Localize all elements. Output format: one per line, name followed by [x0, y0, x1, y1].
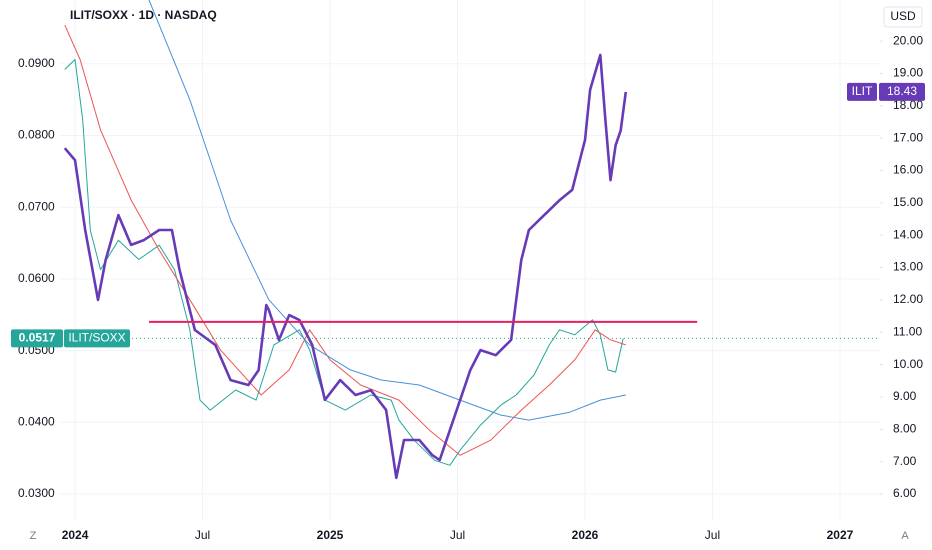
y2-tick-label: 17.00	[893, 130, 923, 144]
y2-tick-label: 12.00	[893, 292, 923, 306]
currency-button[interactable]	[883, 6, 923, 28]
y2-tick-label: 20.00	[893, 33, 923, 47]
price-badge	[847, 82, 877, 101]
series-name: ILIT	[852, 84, 873, 98]
y-tick-label: 0.0400	[18, 414, 55, 428]
price-badge	[64, 329, 130, 348]
y2-tick-label: 13.00	[893, 260, 923, 274]
overlay: 0.03000.04000.05000.06000.07000.08000.09…	[11, 33, 925, 542]
grid	[60, 0, 880, 520]
last-price: 0.0517	[19, 331, 56, 345]
x-tick-label: 2024	[62, 528, 89, 542]
last-price: 18.43	[887, 84, 917, 98]
x-tick-label: 2026	[572, 528, 599, 542]
y2-tick-label: 18.00	[893, 98, 923, 112]
series-line	[63, 53, 628, 480]
y-tick-label: 0.0300	[18, 486, 55, 500]
y2-tick-label: 7.00	[893, 454, 917, 468]
price-badge	[879, 82, 925, 101]
series-line	[64, 59, 624, 466]
x-tick-label: Jul	[195, 528, 210, 542]
x-tick-label: Jul	[450, 528, 465, 542]
series-name: ILIT/SOXX	[68, 331, 125, 345]
x-tick-label: Jul	[705, 528, 720, 542]
series-line	[148, 0, 626, 421]
y2-tick-label: 15.00	[893, 195, 923, 209]
plot	[60, 0, 880, 480]
y-tick-label: 0.0600	[18, 271, 55, 285]
x-tick-label: 2025	[317, 528, 344, 542]
currency[interactable]: USD	[890, 9, 916, 23]
x-tick-label: 2027	[827, 528, 854, 542]
y-tick-label: 0.0700	[18, 199, 55, 213]
price-badge	[11, 329, 63, 348]
scale-button[interactable]: Z	[30, 530, 37, 542]
y2-tick-label: 19.00	[893, 66, 923, 80]
y2-tick-label: 6.00	[893, 486, 917, 500]
series-line	[64, 24, 626, 456]
y-tick-label: 0.0900	[18, 56, 55, 70]
y2-tick-label: 9.00	[893, 389, 917, 403]
y2-tick-label: 11.00	[893, 324, 922, 338]
scale-button[interactable]: A	[901, 530, 909, 542]
y2-tick-label: 14.00	[893, 227, 923, 241]
y-tick-label: 0.0800	[18, 128, 55, 142]
y2-tick-label: 10.00	[893, 357, 923, 371]
y2-tick-label: 8.00	[893, 421, 917, 435]
chart-title: ILIT/SOXX · 1D · NASDAQ	[70, 8, 217, 22]
y2-tick-label: 16.00	[893, 163, 923, 177]
